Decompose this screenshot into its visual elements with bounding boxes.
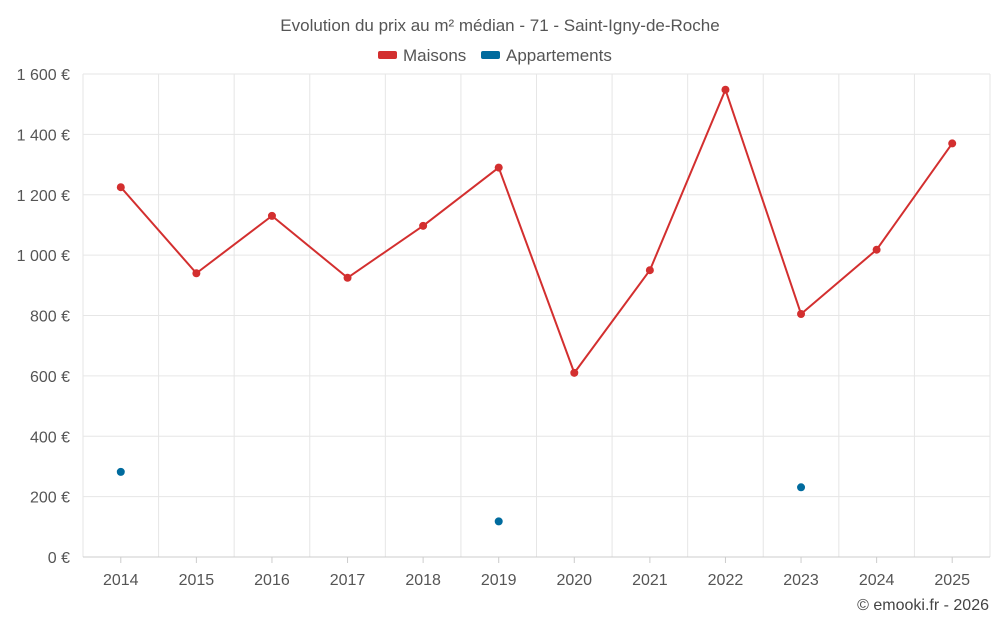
y-tick-label: 0 € [48, 550, 70, 567]
data-point-maisons[interactable] [494, 163, 503, 172]
data-point-appartements[interactable] [116, 467, 125, 476]
x-tick-label: 2023 [783, 572, 819, 589]
x-tick-label: 2021 [632, 572, 668, 589]
data-point-maisons[interactable] [343, 273, 352, 282]
y-tick-label: 800 € [30, 309, 70, 326]
data-point-maisons[interactable] [570, 368, 579, 377]
data-point-maisons[interactable] [116, 183, 125, 192]
y-tick-label: 1 000 € [17, 248, 70, 265]
y-tick-label: 400 € [30, 429, 70, 446]
grid [82, 73, 991, 558]
data-point-maisons[interactable] [721, 85, 730, 94]
x-tick-label: 2017 [330, 572, 366, 589]
x-tick-label: 2018 [405, 572, 441, 589]
legend-label-maisons[interactable]: Maisons [403, 46, 466, 65]
series-line-maisons [120, 88, 954, 374]
x-tick-label: 2020 [556, 572, 592, 589]
x-tick-label: 2019 [481, 572, 517, 589]
x-tick-label: 2022 [708, 572, 744, 589]
data-point-maisons[interactable] [797, 309, 806, 318]
x-tick-label: 2016 [254, 572, 290, 589]
y-tick-label: 200 € [30, 490, 70, 507]
chart-legend: Maisons Appartements [378, 46, 612, 65]
data-point-appartements[interactable] [494, 517, 503, 526]
x-tick-label: 2024 [859, 572, 895, 589]
y-tick-label: 600 € [30, 369, 70, 386]
x-axis: 2014 2015 2016 2017 2018 2019 2020 2021 2022 2023… [83, 556, 990, 589]
chart-title: Evolution du prix au m² médian - 71 - Sa… [280, 16, 719, 35]
series-layer [116, 85, 957, 526]
legend-label-appartements[interactable]: Appartements [506, 46, 612, 65]
data-point-maisons[interactable] [267, 211, 276, 220]
x-tick-label: 2014 [103, 572, 139, 589]
x-tick-label: 2025 [934, 572, 970, 589]
credit-text: © emooki.fr - 2026 [857, 597, 989, 614]
data-point-maisons[interactable] [872, 245, 881, 254]
y-tick-label: 1 400 € [17, 127, 70, 144]
y-tick-label: 1 200 € [17, 188, 70, 205]
data-point-maisons[interactable] [645, 266, 654, 275]
y-tick-label: 1 600 € [17, 67, 70, 84]
legend-swatch-maisons [378, 51, 397, 59]
legend-swatch-appartements [481, 51, 500, 59]
x-tick-label: 2015 [179, 572, 215, 589]
y-axis: 0 € 200 € 400 € 600 € 800 € 1 000 € 1 200 € 1 4… [17, 67, 70, 567]
data-point-maisons[interactable] [192, 269, 201, 278]
data-point-appartements[interactable] [797, 483, 806, 492]
data-point-maisons[interactable] [948, 139, 957, 148]
data-point-maisons[interactable] [419, 221, 428, 230]
